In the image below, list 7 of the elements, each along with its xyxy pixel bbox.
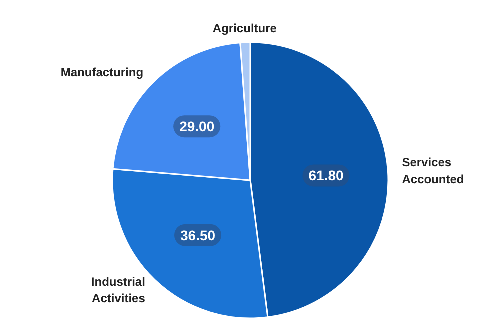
slice-label: Industrial Activities: [91, 274, 146, 306]
data-label: 61.80: [308, 168, 344, 184]
data-label: 36.50: [180, 227, 216, 244]
data-label: 29.00: [180, 118, 215, 135]
slice-label: Agriculture: [212, 22, 278, 36]
slice-label: Manufacturing: [60, 65, 144, 80]
slice-label: Services Accounted: [402, 155, 464, 186]
